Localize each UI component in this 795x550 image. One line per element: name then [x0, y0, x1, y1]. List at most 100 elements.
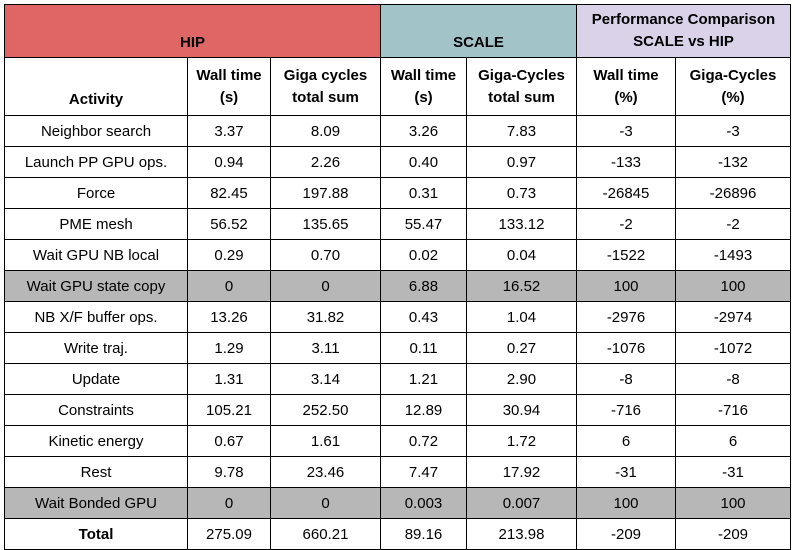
- activity-cell: NB X/F buffer ops.: [4, 301, 188, 333]
- table-row: Force 82.45 197.88 0.31 0.73 -26845 -26896: [4, 177, 791, 209]
- perf-group-header: Performance Comparison SCALE vs HIP: [576, 4, 791, 58]
- scale-wall-cell: 0.72: [380, 425, 467, 457]
- activity-cell: Wait GPU state copy: [4, 270, 188, 302]
- scale-wall-cell: 0.02: [380, 239, 467, 271]
- perf-giga-cell: -132: [675, 146, 791, 178]
- hip-giga-cell: 0.70: [270, 239, 381, 271]
- activity-cell: Launch PP GPU ops.: [4, 146, 188, 178]
- perf-giga-header-line1: Giga-Cycles: [689, 66, 777, 84]
- perf-wall-header-line1: Wall time: [593, 66, 659, 84]
- hip-giga-cell: 252.50: [270, 394, 381, 426]
- hip-wall-header-line1: Wall time: [196, 66, 262, 84]
- perf-wall-header: Wall time (%): [576, 57, 676, 116]
- perf-giga-cell: 100: [675, 270, 791, 302]
- table-row: Rest 9.78 23.46 7.47 17.92 -31 -31: [4, 456, 791, 488]
- hip-wall-cell: 9.78: [187, 456, 271, 488]
- perf-wall-cell: -2976: [576, 301, 676, 333]
- table-row: Wait GPU NB local 0.29 0.70 0.02 0.04 -1522 -1…: [4, 239, 791, 271]
- activity-cell: Update: [4, 363, 188, 395]
- perf-wall-cell: -8: [576, 363, 676, 395]
- hip-giga-cell: 3.11: [270, 332, 381, 364]
- scale-giga-cell: 0.73: [466, 177, 577, 209]
- hip-wall-header: Wall time (s): [187, 57, 271, 116]
- perf-giga-cell: -209: [675, 518, 791, 550]
- activity-cell: Force: [4, 177, 188, 209]
- perf-wall-header-line2: (%): [614, 88, 638, 106]
- scale-giga-cell: 1.72: [466, 425, 577, 457]
- activity-cell: Write traj.: [4, 332, 188, 364]
- perf-giga-cell: -1072: [675, 332, 791, 364]
- scale-giga-cell: 0.007: [466, 487, 577, 519]
- activity-cell: Total: [4, 518, 188, 550]
- perf-wall-cell: -133: [576, 146, 676, 178]
- scale-wall-cell: 12.89: [380, 394, 467, 426]
- table-row: Update 1.31 3.14 1.21 2.90 -8 -8: [4, 363, 791, 395]
- scale-wall-cell: 89.16: [380, 518, 467, 550]
- hip-wall-cell: 275.09: [187, 518, 271, 550]
- scale-wall-cell: 0.11: [380, 332, 467, 364]
- perf-giga-cell: -8: [675, 363, 791, 395]
- table-row: Neighbor search 3.37 8.09 3.26 7.83 -3 -3: [4, 115, 791, 147]
- hip-wall-cell: 56.52: [187, 208, 271, 240]
- hip-giga-cell: 660.21: [270, 518, 381, 550]
- table-body: Neighbor search 3.37 8.09 3.26 7.83 -3 -3 Launc…: [4, 115, 791, 550]
- scale-wall-cell: 1.21: [380, 363, 467, 395]
- perf-wall-cell: -3: [576, 115, 676, 147]
- hip-wall-cell: 0.29: [187, 239, 271, 271]
- scale-giga-cell: 0.04: [466, 239, 577, 271]
- hip-giga-cell: 8.09: [270, 115, 381, 147]
- hip-giga-header: Giga cycles total sum: [270, 57, 381, 116]
- hip-wall-cell: 0.67: [187, 425, 271, 457]
- perf-giga-cell: -31: [675, 456, 791, 488]
- column-header-row: Activity Wall time (s) Giga cycles total…: [4, 57, 791, 116]
- table-row: Wait GPU state copy 0 0 6.88 16.52 100 100: [4, 270, 791, 302]
- hip-giga-cell: 0: [270, 270, 381, 302]
- perf-giga-header: Giga-Cycles (%): [675, 57, 791, 116]
- activity-header: Activity: [4, 57, 188, 116]
- hip-giga-cell: 197.88: [270, 177, 381, 209]
- perf-wall-cell: -1076: [576, 332, 676, 364]
- scale-giga-cell: 0.27: [466, 332, 577, 364]
- perf-giga-header-line2: (%): [721, 88, 745, 106]
- perf-giga-cell: -26896: [675, 177, 791, 209]
- perf-wall-cell: -31: [576, 456, 676, 488]
- hip-wall-cell: 0: [187, 270, 271, 302]
- hip-giga-cell: 135.65: [270, 208, 381, 240]
- scale-wall-cell: 7.47: [380, 456, 467, 488]
- group-header-row: HIP SCALE Performance Comparison SCALE v…: [4, 4, 791, 58]
- scale-wall-cell: 0.31: [380, 177, 467, 209]
- scale-giga-cell: 133.12: [466, 208, 577, 240]
- perf-giga-cell: -2: [675, 208, 791, 240]
- activity-cell: Kinetic energy: [4, 425, 188, 457]
- hip-giga-header-line1: Giga cycles: [283, 66, 368, 84]
- scale-giga-cell: 16.52: [466, 270, 577, 302]
- scale-wall-header: Wall time (s): [380, 57, 467, 116]
- perf-wall-cell: -716: [576, 394, 676, 426]
- perf-giga-cell: -1493: [675, 239, 791, 271]
- activity-cell: Wait GPU NB local: [4, 239, 188, 271]
- table-row: Constraints 105.21 252.50 12.89 30.94 -716 -71…: [4, 394, 791, 426]
- perf-giga-cell: 6: [675, 425, 791, 457]
- scale-giga-header-line2: total sum: [488, 88, 555, 106]
- activity-cell: Constraints: [4, 394, 188, 426]
- scale-giga-cell: 7.83: [466, 115, 577, 147]
- scale-giga-cell: 17.92: [466, 456, 577, 488]
- scale-giga-cell: 213.98: [466, 518, 577, 550]
- scale-wall-cell: 0.003: [380, 487, 467, 519]
- hip-wall-cell: 0: [187, 487, 271, 519]
- activity-cell: Rest: [4, 456, 188, 488]
- hip-wall-cell: 13.26: [187, 301, 271, 333]
- scale-giga-cell: 1.04: [466, 301, 577, 333]
- perf-group-header-line2: SCALE vs HIP: [633, 33, 734, 50]
- hip-wall-cell: 105.21: [187, 394, 271, 426]
- table-row: Wait Bonded GPU 0 0 0.003 0.007 100 100: [4, 487, 791, 519]
- hip-wall-cell: 3.37: [187, 115, 271, 147]
- hip-giga-cell: 2.26: [270, 146, 381, 178]
- scale-giga-cell: 0.97: [466, 146, 577, 178]
- hip-wall-cell: 82.45: [187, 177, 271, 209]
- hip-giga-cell: 1.61: [270, 425, 381, 457]
- hip-giga-cell: 0: [270, 487, 381, 519]
- perf-wall-cell: 6: [576, 425, 676, 457]
- scale-group-header: SCALE: [380, 4, 577, 58]
- hip-giga-cell: 23.46: [270, 456, 381, 488]
